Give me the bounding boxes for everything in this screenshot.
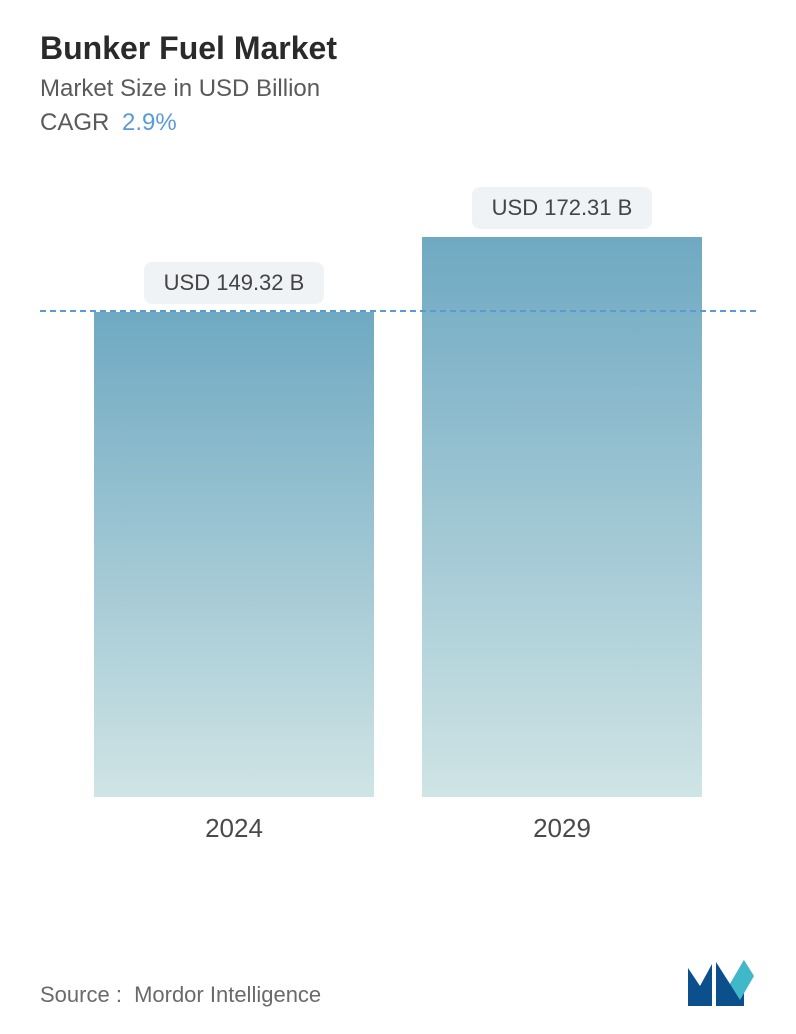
bar [94,312,374,797]
cagr-value: 2.9% [122,109,177,136]
source-label: Source : [40,982,122,1007]
logo-icon [686,958,756,1008]
x-axis-labels: 2024 2029 [40,797,756,844]
cagr-label: CAGR [40,109,109,136]
value-label: USD 149.32 B [144,262,325,304]
value-label: USD 172.31 B [472,187,653,229]
x-axis-label: 2024 [94,813,374,844]
chart-subtitle: Market Size in USD Billion [40,75,756,103]
chart-container: Bunker Fuel Market Market Size in USD Bi… [0,0,796,1034]
source-text: Source : Mordor Intelligence [40,982,321,1008]
chart-area: USD 149.32 B USD 172.31 B 2024 2029 [40,177,756,857]
reference-line [40,310,756,312]
cagr-row: CAGR 2.9% [40,109,756,137]
bar-group: USD 149.32 B [94,262,374,797]
bar [422,237,702,797]
bar-group: USD 172.31 B [422,187,702,797]
source-name: Mordor Intelligence [134,982,321,1007]
chart-title: Bunker Fuel Market [40,30,756,67]
footer: Source : Mordor Intelligence [40,958,756,1008]
bars-wrap: USD 149.32 B USD 172.31 B [40,177,756,797]
x-axis-label: 2029 [422,813,702,844]
